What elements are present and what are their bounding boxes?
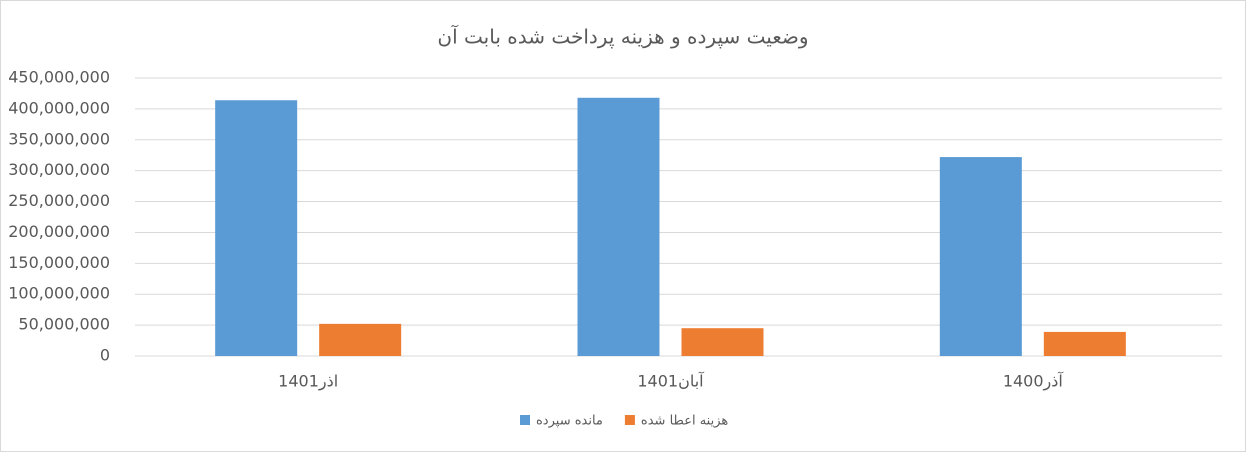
- y-tick-label: 350,000,000: [8, 129, 110, 148]
- x-tick-label: آذر1400: [1003, 372, 1065, 392]
- legend-label: هزینه اعطا شده: [641, 414, 728, 429]
- bar: [939, 157, 1022, 356]
- y-tick-label: 0: [100, 346, 110, 365]
- x-tick-label: آبان1401: [637, 372, 705, 391]
- bar: [215, 100, 298, 357]
- y-tick-label: 450,000,000: [8, 68, 110, 87]
- bar: [1043, 331, 1126, 356]
- y-tick-label: 400,000,000: [8, 98, 110, 117]
- bar: [681, 328, 764, 356]
- chart-title: وضعیت سپرده و هزینه پرداخت شده بابت آن: [437, 24, 808, 50]
- y-tick-label: 50,000,000: [18, 315, 110, 334]
- legend-swatch: [520, 415, 530, 425]
- y-tick-label: 100,000,000: [8, 284, 110, 303]
- legend-swatch: [624, 415, 635, 425]
- y-tick-label: 250,000,000: [8, 191, 110, 210]
- x-tick-label: اذر1401: [278, 372, 338, 392]
- y-tick-label: 150,000,000: [8, 253, 110, 272]
- bar: [577, 97, 660, 356]
- legend-label: مانده سپرده: [536, 414, 603, 429]
- y-tick-label: 200,000,000: [8, 222, 110, 241]
- y-tick-label: 300,000,000: [8, 160, 110, 179]
- bar: [319, 323, 402, 356]
